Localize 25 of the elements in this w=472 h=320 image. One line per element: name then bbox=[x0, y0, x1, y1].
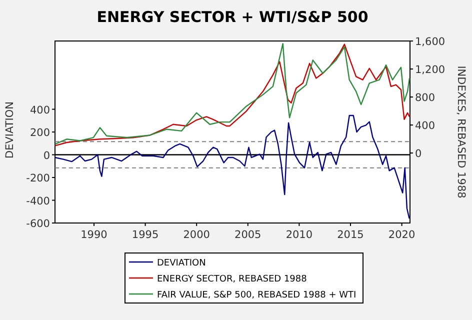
chart-title: ENERGY SECTOR + WTI/S&P 500 bbox=[96, 8, 368, 26]
legend-label: ENERGY SECTOR, REBASED 1988 bbox=[157, 274, 308, 284]
y2-tick-label: 1,600 bbox=[415, 36, 446, 48]
line-series bbox=[54, 114, 410, 220]
y-tick-label: 200 bbox=[30, 127, 50, 139]
y2-tick-label: 1,200 bbox=[415, 64, 446, 76]
y2-tick-label: 400 bbox=[415, 120, 436, 132]
legend-label: FAIR VALUE, S&P 500, REBASED 1988 + WTI bbox=[157, 290, 356, 300]
y-tick-label: 0 bbox=[43, 150, 50, 162]
x-tick-label: 2020 bbox=[388, 229, 416, 241]
x-tick-label: 2010 bbox=[286, 229, 313, 241]
x-tick-label: 2000 bbox=[183, 229, 210, 241]
y2-tick-label: 800 bbox=[415, 92, 436, 104]
y-tick-label: -200 bbox=[26, 172, 50, 184]
legend-label: DEVIATION bbox=[157, 258, 206, 268]
y-tick-label: -600 bbox=[26, 218, 50, 230]
x-tick-label: 1995 bbox=[132, 229, 159, 241]
x-tick-label: 2005 bbox=[234, 229, 262, 241]
y2-axis-title: INDEXES, REBASED 1988 bbox=[455, 66, 467, 198]
y2-tick-label: 0 bbox=[415, 148, 422, 160]
y-tick-label: -400 bbox=[26, 195, 50, 208]
x-tick-label: 2015 bbox=[337, 229, 364, 241]
y-tick-label: 400 bbox=[30, 104, 50, 116]
y-axis-title: DEVIATION bbox=[4, 102, 16, 158]
x-tick-label: 1990 bbox=[80, 229, 108, 241]
